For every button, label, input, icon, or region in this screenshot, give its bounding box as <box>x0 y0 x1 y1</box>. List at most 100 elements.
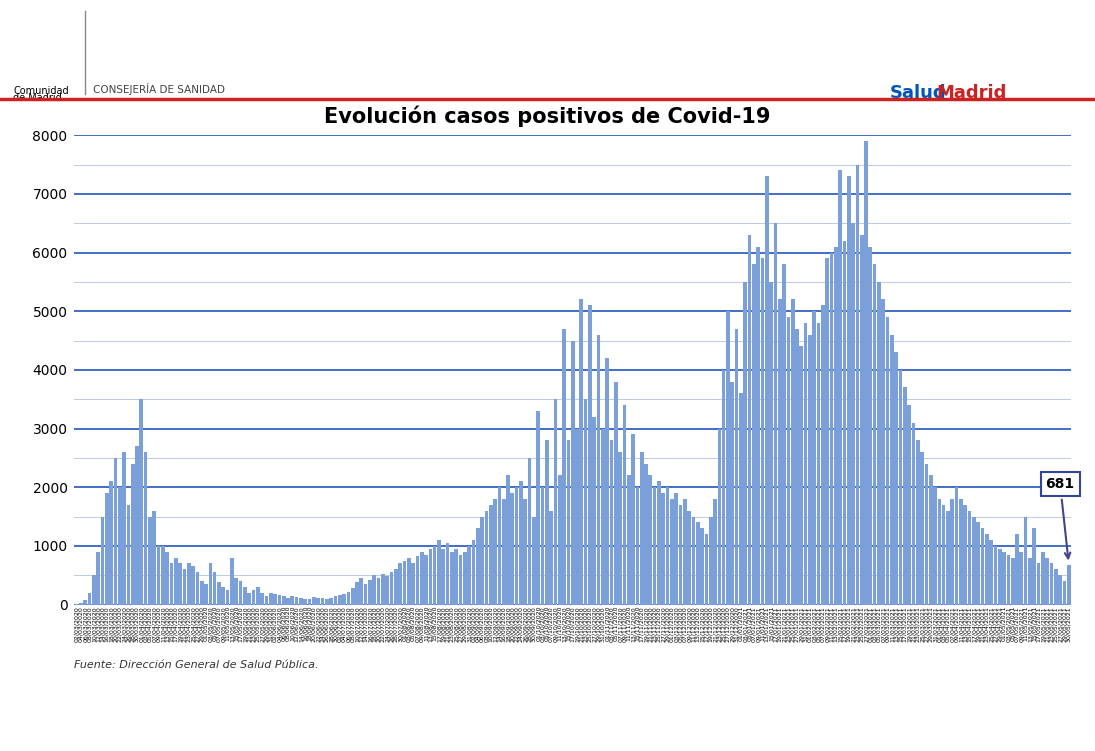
Bar <box>704 534 708 605</box>
Bar <box>265 596 268 605</box>
Bar <box>174 557 177 605</box>
Text: Salud: Salud <box>890 84 947 102</box>
Bar <box>606 358 609 605</box>
Bar <box>299 598 302 605</box>
Bar <box>653 487 657 605</box>
Bar <box>631 434 635 605</box>
Bar <box>1037 563 1040 605</box>
Bar <box>696 523 700 605</box>
Bar <box>497 487 502 605</box>
Bar <box>506 475 510 605</box>
Bar <box>782 264 786 605</box>
Bar <box>799 346 803 605</box>
Bar <box>165 552 169 605</box>
Bar <box>334 596 337 605</box>
Bar <box>986 534 989 605</box>
Bar <box>212 572 217 605</box>
Bar <box>1041 552 1045 605</box>
Bar <box>846 176 851 605</box>
Bar <box>390 572 393 605</box>
Bar <box>773 223 777 605</box>
Bar <box>437 540 441 605</box>
Bar <box>644 463 648 605</box>
Bar <box>83 600 88 605</box>
Bar <box>730 382 734 605</box>
Bar <box>234 578 238 605</box>
Bar <box>403 560 406 605</box>
Bar <box>321 598 324 605</box>
Bar <box>545 440 549 605</box>
Bar <box>502 499 506 605</box>
Bar <box>635 487 639 605</box>
Bar <box>364 584 368 605</box>
Bar <box>377 578 380 605</box>
Bar <box>683 499 687 605</box>
Bar <box>701 528 704 605</box>
Bar <box>959 499 963 605</box>
Text: de Madrid: de Madrid <box>13 93 62 103</box>
Bar <box>601 429 604 605</box>
Bar <box>666 487 669 605</box>
Bar <box>252 590 255 605</box>
Bar <box>355 582 359 605</box>
Bar <box>88 593 91 605</box>
Bar <box>303 599 307 605</box>
Bar <box>744 282 747 605</box>
Bar <box>915 440 920 605</box>
Bar <box>488 505 493 605</box>
Bar <box>459 555 462 605</box>
Bar <box>381 574 384 605</box>
Bar <box>523 499 527 605</box>
Bar <box>338 595 342 605</box>
Text: 681: 681 <box>1046 478 1074 558</box>
Text: Fuente: Dirección General de Salud Pública.: Fuente: Dirección General de Salud Públi… <box>74 659 319 670</box>
Bar <box>955 487 958 605</box>
Bar <box>157 546 160 605</box>
Bar <box>899 369 902 605</box>
Bar <box>428 549 433 605</box>
Bar <box>1067 565 1071 605</box>
Bar <box>230 557 233 605</box>
Bar <box>924 463 929 605</box>
Bar <box>243 587 246 605</box>
Bar <box>937 499 942 605</box>
Bar <box>679 505 682 605</box>
Bar <box>752 264 756 605</box>
Bar <box>623 405 626 605</box>
Bar <box>407 557 411 605</box>
Bar <box>881 300 885 605</box>
Bar <box>105 493 108 605</box>
Bar <box>208 563 212 605</box>
Bar <box>226 590 230 605</box>
Bar <box>692 517 695 605</box>
Bar <box>148 517 152 605</box>
Bar <box>290 596 295 605</box>
Bar <box>968 511 971 605</box>
Bar <box>308 599 311 605</box>
Bar <box>942 505 945 605</box>
Bar <box>433 546 437 605</box>
Bar <box>468 546 471 605</box>
Bar <box>912 423 915 605</box>
Bar <box>946 511 949 605</box>
Bar <box>1046 557 1049 605</box>
Bar <box>1024 517 1027 605</box>
Bar <box>493 499 497 605</box>
Bar <box>575 429 579 605</box>
Bar <box>1033 528 1036 605</box>
Bar <box>131 463 135 605</box>
Bar <box>886 317 889 605</box>
Bar <box>708 517 713 605</box>
Bar <box>346 592 350 605</box>
Bar <box>843 241 846 605</box>
Bar <box>868 246 872 605</box>
Bar <box>118 487 122 605</box>
Bar <box>394 569 397 605</box>
Bar <box>476 528 480 605</box>
Bar <box>726 311 729 605</box>
Bar <box>419 552 424 605</box>
Bar <box>424 555 428 605</box>
Bar <box>821 306 825 605</box>
Bar <box>554 400 557 605</box>
Bar <box>610 440 613 605</box>
